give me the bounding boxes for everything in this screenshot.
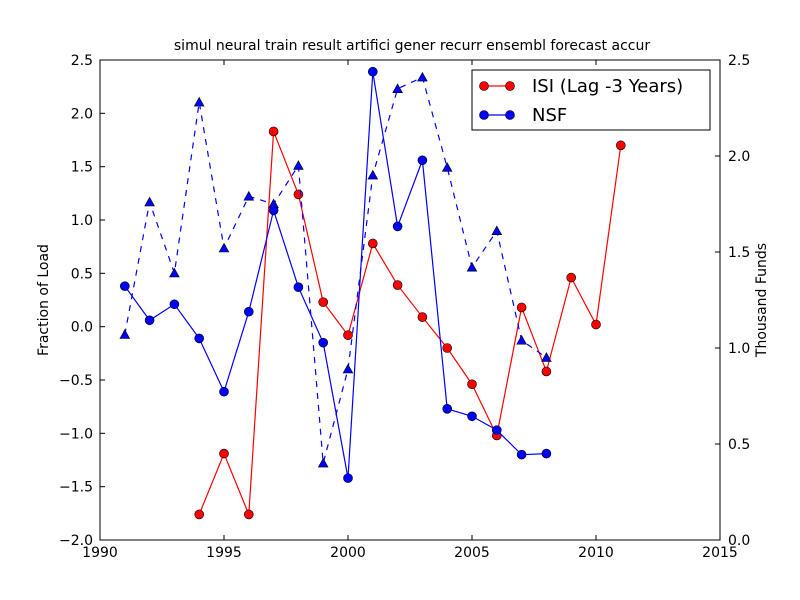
data-point (244, 306, 254, 317)
legend-marker-isi-left (479, 81, 489, 91)
data-point-triangle (243, 190, 255, 201)
y-left-tick-label: −1.5 (59, 480, 93, 496)
x-tick-label: 2000 (330, 545, 366, 561)
x-tick-label: 2005 (454, 545, 490, 561)
y-right-tick-label: 0.0 (728, 533, 750, 549)
data-point-triangle (144, 196, 155, 207)
data-point (467, 411, 477, 422)
legend-label-isi: ISI (Lag -3 Years) (532, 76, 683, 97)
y-left-tick-label: −0.5 (59, 373, 93, 389)
data-point (516, 302, 527, 313)
x-tick-label: 1990 (82, 545, 118, 561)
data-point-triangle (466, 261, 478, 272)
data-point (194, 509, 204, 520)
data-point-triangle (491, 225, 503, 236)
y-left-tick-label: −2.0 (59, 533, 93, 549)
y-right-tick-label: 2.0 (728, 149, 750, 165)
data-point-triangle (342, 363, 354, 374)
data-point (343, 473, 353, 483)
plot-area (100, 60, 720, 540)
y-axis-left-label: Fraction of Load (36, 244, 52, 356)
series-layer (119, 66, 626, 520)
x-tick-label: 2015 (702, 545, 738, 561)
data-point-triangle (193, 96, 205, 107)
y-left-tick-label: −1.0 (59, 426, 93, 442)
data-point (491, 425, 502, 435)
y-left-tick-label: 1.5 (71, 160, 93, 176)
data-point (293, 189, 304, 200)
data-point-triangle (169, 267, 180, 278)
data-point-triangle (268, 198, 279, 209)
legend-marker-isi-right (505, 81, 515, 91)
data-point-triangle (516, 334, 527, 345)
series-2 (119, 71, 552, 468)
data-point (169, 299, 180, 310)
data-point-triangle (441, 162, 453, 172)
data-point (541, 366, 552, 377)
y-left-tick-label: 0.0 (71, 320, 93, 336)
data-point (442, 403, 453, 414)
data-point (343, 330, 353, 341)
y-right-tick-label: 2.5 (728, 53, 750, 69)
data-point-triangle (293, 160, 304, 170)
data-point (318, 297, 329, 307)
data-point (268, 126, 279, 137)
data-point (615, 140, 626, 151)
series-line (124, 76, 547, 464)
data-point (293, 282, 304, 293)
legend-marker-nsf-left (479, 110, 489, 120)
data-point-triangle (119, 329, 131, 339)
legend: ISI (Lag -3 Years) NSF (471, 69, 711, 131)
data-point (417, 312, 428, 322)
data-point-triangle (317, 457, 329, 468)
data-point-triangle (417, 71, 428, 82)
data-point-triangle (392, 83, 403, 93)
data-point (194, 333, 204, 344)
data-point (367, 238, 378, 249)
data-point (392, 280, 403, 290)
data-point (144, 315, 155, 326)
data-point (417, 155, 428, 166)
data-point (566, 272, 577, 283)
data-point (120, 281, 130, 291)
y-left-tick-label: 2.0 (71, 106, 93, 122)
series-1 (120, 66, 552, 483)
y-left-tick-label: 0.5 (71, 266, 93, 282)
chart-title: simul neural train result artifici gener… (174, 38, 650, 54)
x-tick-label: 1995 (206, 545, 242, 561)
data-point (219, 448, 229, 459)
data-point (516, 449, 527, 460)
y-axis-right-label: Thousand Funds (754, 243, 770, 358)
data-point (541, 448, 552, 459)
series-line (198, 131, 622, 515)
data-point (219, 386, 229, 397)
data-point (318, 337, 329, 348)
y-left-tick-label: 1.0 (71, 213, 93, 229)
ticks-layer: 1990 1995 2000 2005 2010 2015 −2.0 −1.5 −1.0 −0.5… (59, 53, 750, 561)
data-point (467, 379, 477, 390)
series-0 (194, 126, 626, 520)
y-right-tick-label: 1.5 (728, 245, 750, 261)
data-point (591, 319, 601, 330)
data-point (392, 221, 403, 232)
data-point-triangle (218, 242, 230, 253)
y-right-tick-label: 0.5 (728, 437, 750, 453)
legend-label-nsf: NSF (532, 105, 567, 126)
y-right-tick-label: 1.0 (728, 341, 750, 357)
plot-frame (99, 59, 721, 541)
data-point-triangle (367, 169, 379, 180)
axes (100, 60, 720, 540)
data-point (367, 66, 378, 77)
y-left-tick-label: 2.5 (71, 53, 93, 69)
data-point (442, 343, 453, 353)
x-tick-label: 2010 (578, 545, 614, 561)
legend-box (471, 69, 711, 131)
data-point-triangle (541, 352, 552, 362)
legend-marker-nsf-right (505, 110, 515, 120)
data-point (244, 509, 254, 520)
